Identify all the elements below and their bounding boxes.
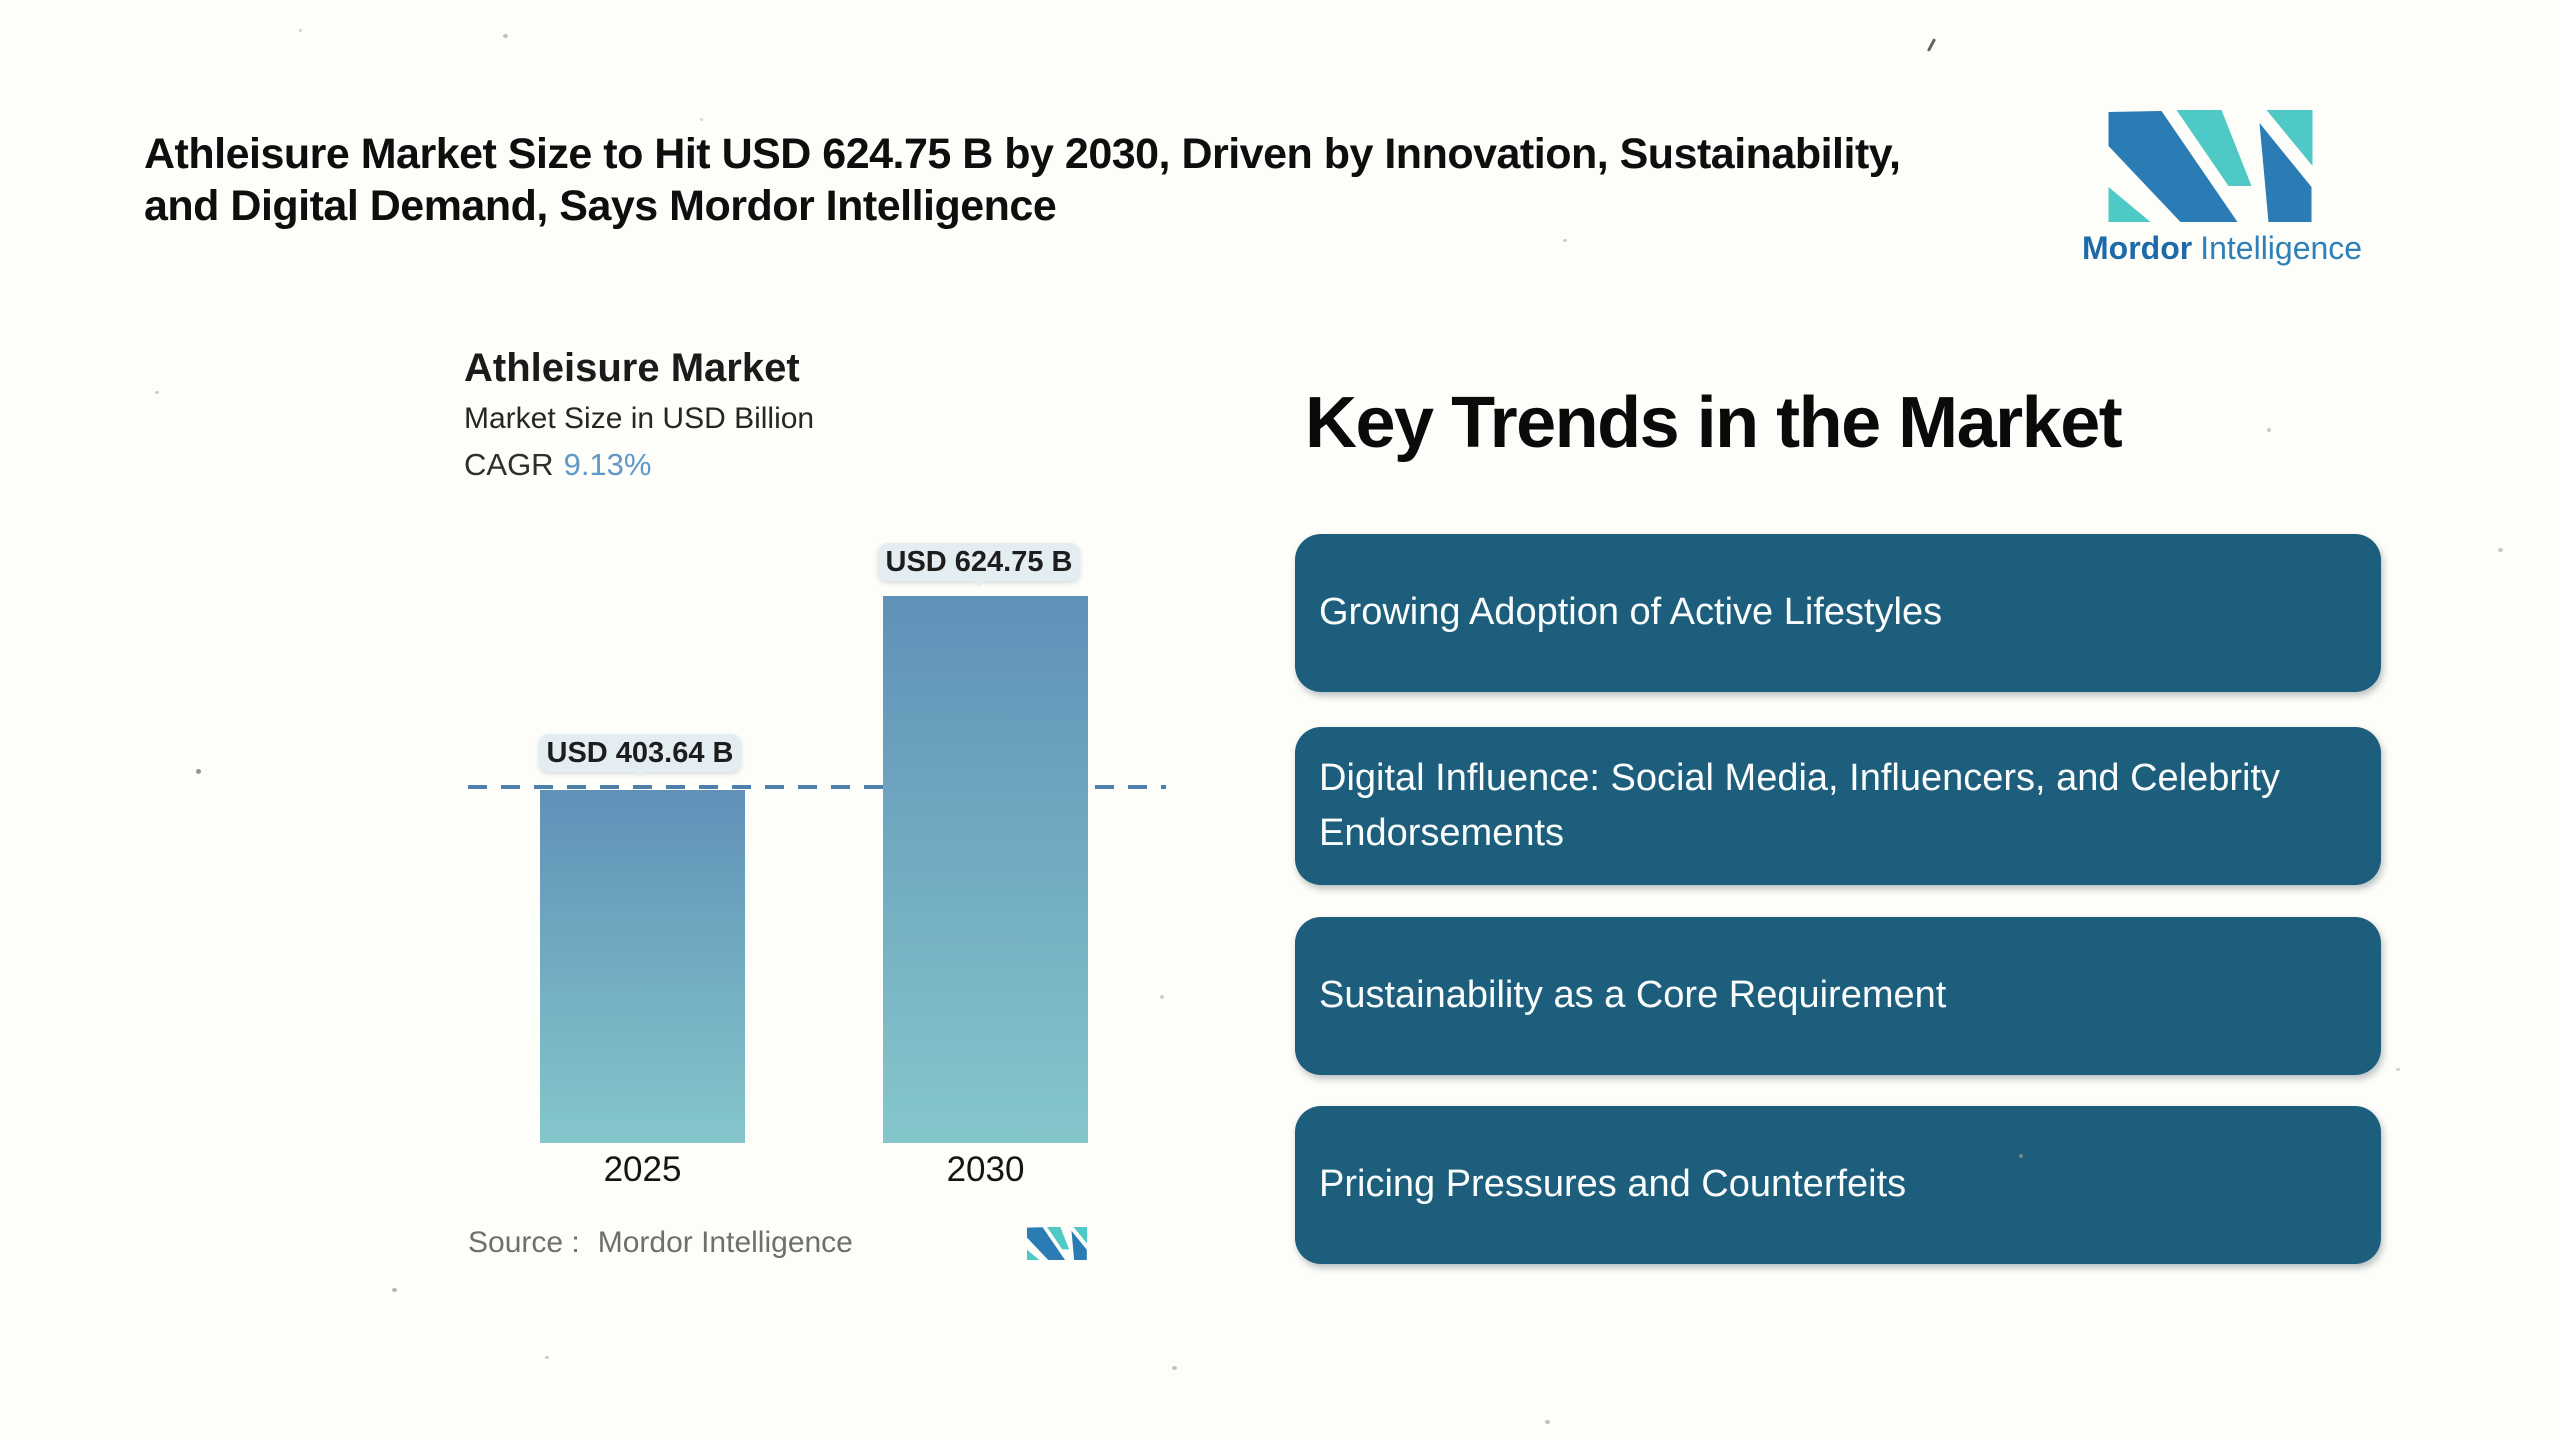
speckle — [2267, 428, 2271, 432]
mordor-logo-icon — [1027, 1227, 1088, 1260]
x-axis-label-2025: 2025 — [603, 1150, 682, 1189]
speckle — [1160, 995, 1164, 999]
speckle — [503, 34, 508, 38]
cagr-value: 9.13% — [563, 447, 652, 482]
speckle — [1172, 1366, 1177, 1370]
speckle — [1563, 239, 1567, 242]
trend-card: Digital Influence: Social Media, Influen… — [1295, 727, 2381, 885]
speckle — [299, 29, 302, 32]
speckle — [392, 1288, 397, 1292]
speckle — [1545, 1420, 1550, 1424]
trend-card-label: Sustainability as a Core Requirement — [1319, 974, 1947, 1017]
speckle — [2396, 1068, 2400, 1071]
value-callout-2025: USD 403.64 B — [539, 734, 741, 772]
speckle — [2498, 548, 2503, 552]
speckle — [155, 391, 159, 394]
bar-2030 — [883, 596, 1088, 1143]
page-title: Athleisure Market Size to Hit USD 624.75… — [144, 130, 1901, 231]
speckle — [1926, 38, 1937, 52]
mordor-logo-icon — [2108, 110, 2313, 222]
bar-2025 — [540, 790, 745, 1143]
key-trends-heading: Key Trends in the Market — [1305, 383, 2123, 463]
speckle — [196, 769, 201, 774]
trend-card-label: Growing Adoption of Active Lifestyles — [1319, 591, 1943, 634]
trend-card: Pricing Pressures and Counterfeits — [1295, 1106, 2381, 1264]
trend-card: Growing Adoption of Active Lifestyles — [1295, 534, 2381, 692]
brand-name-light: Intelligence — [2200, 230, 2363, 266]
x-axis-label-2030: 2030 — [946, 1150, 1025, 1189]
source-label: Source : — [468, 1226, 580, 1259]
source-value: Mordor Intelligence — [597, 1226, 853, 1259]
speckle — [2019, 1154, 2023, 1158]
reference-dashed-line — [468, 785, 1166, 789]
speckle — [700, 118, 703, 121]
source-line: Source : Mordor Intelligence — [468, 1226, 853, 1260]
trend-card-label: Pricing Pressures and Counterfeits — [1319, 1163, 1907, 1206]
brand-logo: Mordor Intelligence — [2082, 110, 2362, 267]
value-callout-2030: USD 624.75 B — [878, 543, 1080, 581]
chart-title: Athleisure Market — [464, 346, 800, 390]
source-mini-logo — [1027, 1227, 1088, 1265]
brand-name-bold: Mordor — [2082, 230, 2193, 266]
trend-card: Sustainability as a Core Requirement — [1295, 917, 2381, 1075]
brand-wordmark: Mordor Intelligence — [2082, 230, 2362, 267]
trend-card-label: Digital Influence: Social Media, Influen… — [1319, 756, 2281, 854]
speckle — [545, 1356, 549, 1359]
cagr-label: CAGR — [464, 447, 554, 482]
chart-subtitle: Market Size in USD Billion — [464, 402, 815, 435]
cagr-line: CAGR 9.13% — [464, 447, 651, 483]
